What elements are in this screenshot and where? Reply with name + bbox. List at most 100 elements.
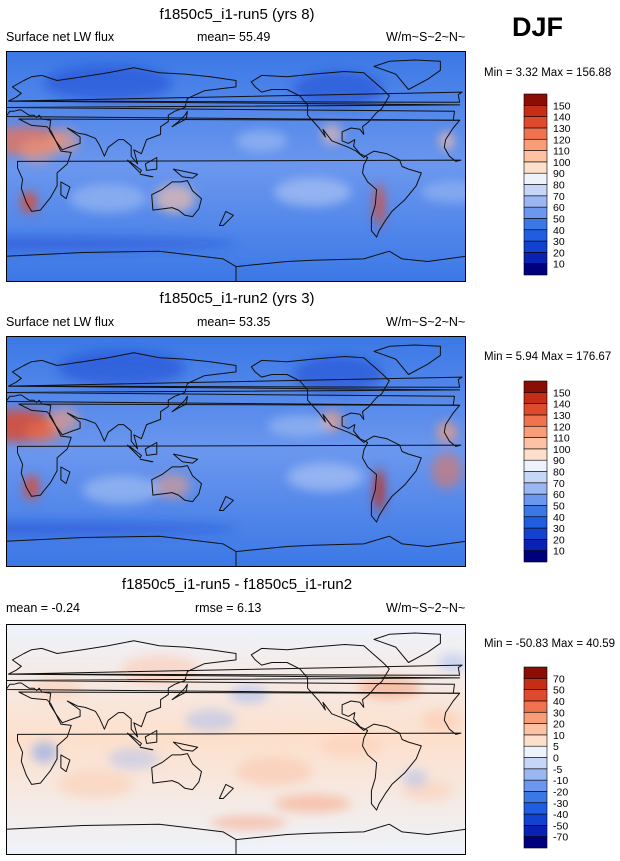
panel-3-left-label: mean = -0.24 bbox=[6, 601, 81, 615]
coastline bbox=[218, 783, 234, 799]
colorbar-tick-label: 70 bbox=[553, 478, 565, 490]
colorbar-swatch bbox=[523, 666, 548, 679]
coastline bbox=[17, 691, 462, 785]
colorbar-tick-label: 140 bbox=[553, 399, 571, 411]
colorbar-swatch bbox=[523, 263, 548, 276]
colorbar-tick-label: 20 bbox=[553, 719, 565, 731]
colorbar-swatch bbox=[523, 678, 548, 690]
colorbar-tick-label: 10 bbox=[553, 259, 565, 271]
coastline bbox=[250, 644, 390, 731]
coastlines bbox=[6, 344, 466, 567]
colorbar-swatch bbox=[523, 195, 548, 208]
colorbar-swatch bbox=[523, 539, 548, 551]
colorbar-tick-label: 70 bbox=[553, 673, 565, 685]
panel-1-map bbox=[6, 51, 466, 282]
colorbar-swatch bbox=[523, 516, 548, 529]
coastline bbox=[151, 180, 202, 218]
colorbar-tick-label: 130 bbox=[553, 410, 571, 422]
colorbar-tick-label: 110 bbox=[553, 146, 570, 158]
coastline bbox=[6, 67, 461, 165]
coastline bbox=[373, 632, 441, 663]
field-region bbox=[274, 794, 351, 813]
coastline bbox=[6, 352, 461, 450]
field-region bbox=[48, 128, 79, 154]
colorbar-tick-label: 110 bbox=[553, 433, 570, 445]
colorbar-tick-label: -70 bbox=[553, 832, 568, 844]
map-frame bbox=[6, 624, 466, 855]
field-region bbox=[421, 709, 460, 732]
coastline bbox=[172, 453, 199, 464]
season-label: DJF bbox=[512, 12, 564, 42]
coastlines bbox=[6, 632, 466, 855]
colorbar-swatch bbox=[523, 448, 548, 461]
field-region bbox=[23, 474, 40, 501]
colorbar-swatch bbox=[523, 711, 548, 724]
colorbar-swatch bbox=[523, 825, 548, 837]
colorbar-tick-label: 60 bbox=[553, 489, 565, 501]
field-region bbox=[236, 757, 313, 786]
colorbar-tick-label: 50 bbox=[553, 685, 565, 697]
colorbar-swatch bbox=[523, 403, 548, 416]
field-region bbox=[274, 177, 351, 207]
colorbar-swatch bbox=[523, 768, 548, 781]
colorbar-swatch bbox=[523, 723, 548, 736]
field-region bbox=[229, 685, 268, 704]
coastline bbox=[126, 732, 142, 747]
colorbar-tick-label: 30 bbox=[553, 707, 565, 719]
coastline bbox=[235, 535, 466, 567]
map-frame bbox=[6, 336, 466, 567]
colorbar-swatch bbox=[523, 172, 548, 185]
field-region bbox=[210, 815, 288, 831]
field-region bbox=[236, 130, 288, 152]
field-region bbox=[293, 356, 383, 393]
field-region bbox=[421, 181, 466, 203]
colorbar-swatch bbox=[523, 802, 548, 815]
field-region bbox=[108, 747, 160, 770]
panel-3-map bbox=[6, 624, 466, 855]
field-region bbox=[436, 421, 458, 444]
colorbar-tick-label: 150 bbox=[553, 387, 571, 399]
field-region bbox=[321, 123, 343, 146]
colorbar-tick-label: 10 bbox=[553, 546, 565, 558]
colorbar-swatch bbox=[523, 791, 548, 804]
field-region bbox=[69, 184, 147, 213]
colorbar-swatch bbox=[523, 734, 548, 747]
field-anomalies bbox=[31, 653, 466, 831]
colorbar-swatch bbox=[523, 836, 548, 849]
colorbar-tick-label: 100 bbox=[553, 444, 571, 456]
colorbar-swatch bbox=[523, 105, 548, 117]
coastline bbox=[362, 150, 422, 238]
colorbar-tick-label: 60 bbox=[553, 202, 565, 214]
field-region bbox=[20, 138, 56, 164]
coastline bbox=[144, 157, 158, 171]
colorbar-tick-label: 140 bbox=[553, 112, 571, 124]
colorbar-swatch bbox=[523, 184, 548, 197]
colorbar-tick-label: 20 bbox=[553, 534, 565, 546]
colorbar-tick-label: 90 bbox=[553, 455, 565, 467]
panel-1-center-label: mean= 55.49 bbox=[197, 30, 271, 44]
coastline bbox=[8, 664, 463, 676]
colorbar-swatch bbox=[523, 414, 548, 427]
coastline bbox=[151, 753, 202, 791]
field-region bbox=[44, 65, 173, 102]
field-region bbox=[31, 677, 83, 699]
colorbar-swatch bbox=[523, 240, 548, 253]
field-region bbox=[21, 191, 37, 214]
field-region bbox=[82, 475, 160, 505]
colorbar-tick-label: -10 bbox=[553, 775, 568, 787]
coastline bbox=[373, 344, 441, 375]
coastline bbox=[171, 110, 188, 128]
colorbar-tick-label: 80 bbox=[553, 180, 565, 192]
colorbar-tick-label: -20 bbox=[553, 786, 568, 798]
coastline bbox=[8, 376, 463, 388]
colorbar-tick-label: 50 bbox=[553, 500, 565, 512]
colorbar-swatch bbox=[523, 252, 548, 264]
colorbar-tick-label: 70 bbox=[553, 191, 565, 203]
field-region bbox=[57, 350, 185, 387]
map-frame bbox=[6, 51, 466, 282]
coastline bbox=[6, 535, 237, 567]
field-anomalies bbox=[6, 350, 463, 536]
coastline bbox=[60, 466, 71, 485]
